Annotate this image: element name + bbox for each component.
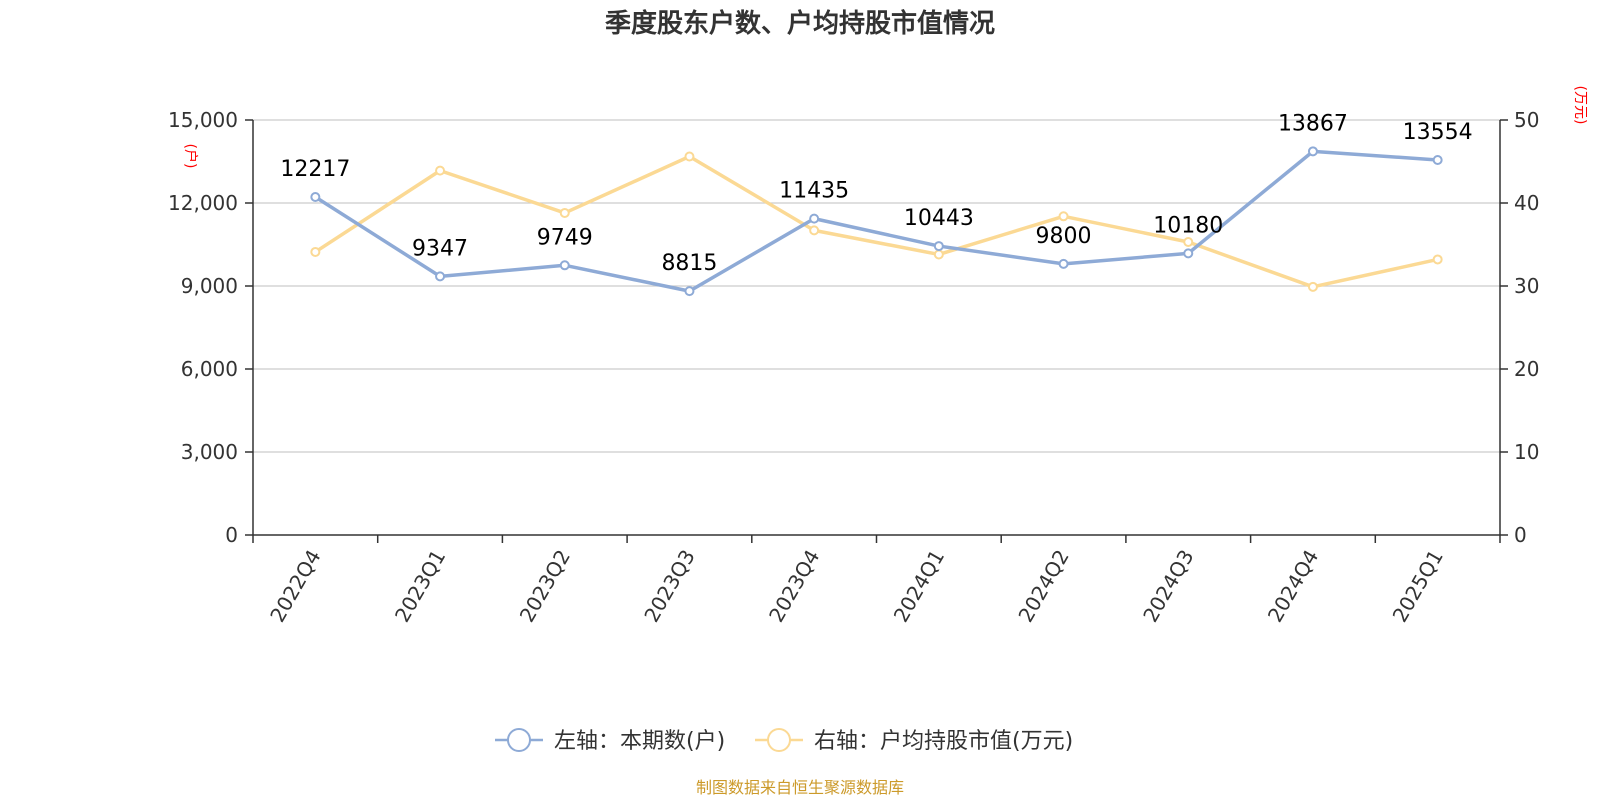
chart-title: 季度股东户数、户均持股市值情况	[605, 8, 995, 39]
data-label-shareholders: 9347	[412, 236, 468, 261]
right-axis-tick-label: 0	[1514, 523, 1527, 547]
point-shareholders	[559, 260, 570, 271]
right-axis-tick-label: 50	[1514, 108, 1539, 132]
data-label-shareholders: 9749	[537, 225, 593, 250]
legend-label: 左轴：本期数(户)	[554, 729, 725, 754]
point-market-value	[1183, 237, 1194, 248]
point-market-value	[1058, 211, 1069, 222]
left-axis-tick-label: 6,000	[181, 357, 238, 381]
right-axis-unit: (万元)	[1572, 86, 1588, 125]
data-labels: 12217 9347 9749 8815 11435 10443 9800 10180 1386…	[280, 111, 1472, 276]
left-axis-tick-label: 0	[225, 523, 238, 547]
series-points	[310, 146, 1443, 297]
point-shareholders	[1432, 155, 1443, 166]
x-axis-tick-label: 2023Q2	[515, 546, 575, 627]
legend-label: 右轴：户均持股市值(万元)	[814, 729, 1073, 754]
point-shareholders	[933, 241, 944, 252]
legend-circle-icon	[507, 728, 531, 752]
point-market-value	[809, 225, 820, 236]
axes: 0 3,000 6,000 9,000 12,000 15,000 0 10 20 30 40 50 2…	[168, 108, 1539, 626]
grid-lines	[253, 119, 1500, 453]
data-label-shareholders: 13867	[1278, 111, 1348, 136]
data-label-shareholders: 8815	[661, 251, 717, 276]
x-axis-tick-label: 2024Q1	[889, 546, 949, 627]
data-label-shareholders: 12217	[280, 157, 350, 182]
x-axis-tick-label: 2024Q2	[1013, 546, 1073, 627]
point-market-value	[559, 207, 570, 218]
legend-circle-icon	[767, 728, 791, 752]
data-label-shareholders: 9800	[1036, 224, 1092, 249]
x-axis-tick-label: 2024Q3	[1138, 546, 1198, 627]
right-axis-tick-label: 20	[1514, 357, 1539, 381]
x-axis-tick-label: 2023Q1	[390, 546, 450, 627]
point-shareholders	[1307, 146, 1318, 157]
point-shareholders	[1183, 248, 1194, 259]
x-axis-tick-label: 2024Q4	[1263, 546, 1323, 627]
point-shareholders	[684, 286, 695, 297]
left-axis-tick-label: 9,000	[181, 274, 238, 298]
point-market-value	[310, 246, 321, 257]
left-axis-tick-label: 12,000	[168, 191, 238, 215]
right-axis-tick-label: 10	[1514, 440, 1539, 464]
point-market-value	[1432, 254, 1443, 265]
legend-item-market-value[interactable]: 右轴：户均持股市值(万元)	[755, 728, 1073, 754]
source-note: 制图数据来自恒生聚源数据库	[696, 778, 904, 797]
x-axis-tick-label: 2025Q1	[1388, 546, 1448, 627]
series-lines	[314, 149, 1439, 293]
left-axis-tick-label: 15,000	[168, 108, 238, 132]
point-market-value	[435, 165, 446, 176]
legend[interactable]: 左轴：本期数(户) 右轴：户均持股市值(万元)	[495, 728, 1073, 754]
right-axis-tick-label: 40	[1514, 191, 1539, 215]
data-label-shareholders: 11435	[779, 179, 849, 204]
left-axis-unit: (户)	[182, 144, 199, 169]
point-shareholders	[1058, 258, 1069, 269]
series-line-market-value	[314, 154, 1439, 289]
x-axis-tick-label: 2023Q3	[639, 546, 699, 627]
point-shareholders	[310, 191, 321, 202]
series-line-shareholders	[314, 149, 1438, 293]
x-axis-tick-label: 2022Q4	[265, 546, 325, 627]
left-axis-tick-label: 3,000	[181, 440, 238, 464]
x-axis-tick-label: 2023Q4	[764, 546, 824, 627]
data-label-shareholders: 13554	[1403, 120, 1473, 145]
data-label-shareholders: 10180	[1153, 213, 1223, 238]
point-shareholders	[809, 213, 820, 224]
point-market-value	[1307, 281, 1318, 292]
point-market-value	[933, 249, 944, 260]
point-market-value	[684, 151, 695, 162]
point-shareholders	[435, 271, 446, 282]
right-axis-tick-label: 30	[1514, 274, 1539, 298]
data-label-shareholders: 10443	[904, 206, 974, 231]
legend-item-shareholders[interactable]: 左轴：本期数(户)	[495, 728, 725, 754]
